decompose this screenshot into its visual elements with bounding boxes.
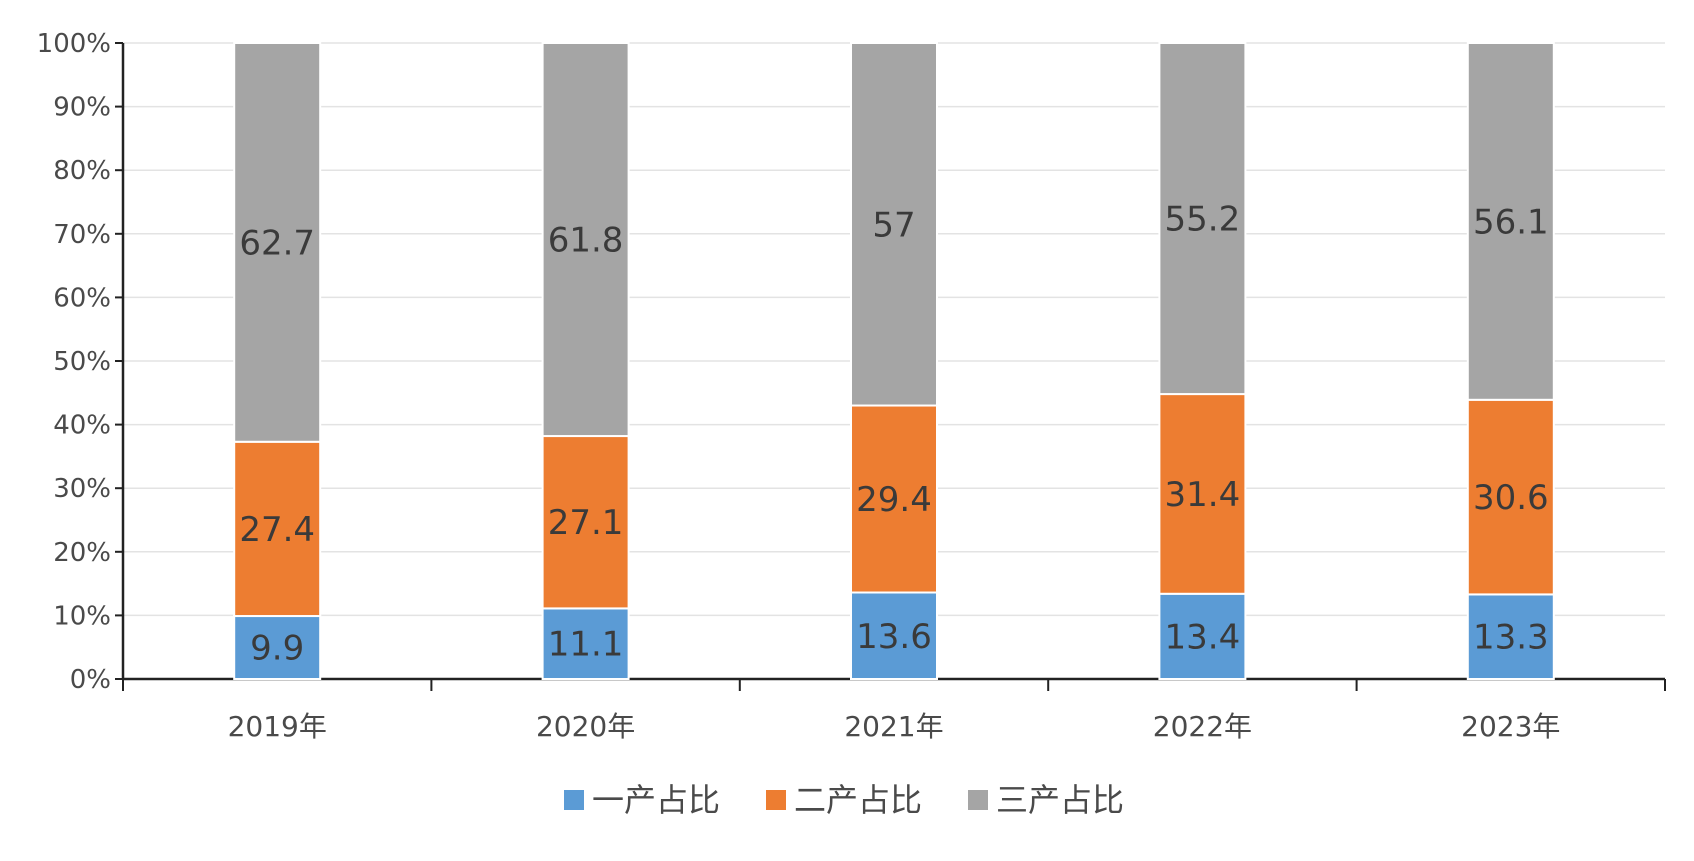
y-tick-label: 60%	[53, 283, 111, 313]
data-label: 62.7	[239, 223, 315, 263]
y-tick-label: 90%	[53, 93, 111, 123]
bar-segment	[233, 615, 322, 681]
bar-segment	[1466, 42, 1555, 401]
bar-segment	[850, 42, 938, 407]
bar-segment	[233, 440, 322, 618]
data-label: 11.1	[548, 625, 624, 665]
bar-segment	[541, 42, 630, 438]
data-label: 27.4	[239, 510, 315, 550]
x-category-label: 2019年	[228, 710, 327, 743]
data-label: 57	[872, 205, 915, 245]
data-label: 29.4	[856, 480, 932, 520]
legend-label: 二产占比	[794, 781, 922, 819]
bar-segment	[1158, 592, 1247, 680]
x-category-label: 2021年	[844, 710, 943, 743]
y-tick-label: 50%	[53, 347, 111, 377]
y-tick-label: 80%	[53, 156, 111, 186]
data-label: 9.9	[250, 629, 304, 669]
legend-swatch	[766, 790, 786, 810]
x-category-label: 2023年	[1461, 710, 1560, 743]
data-label: 31.4	[1165, 475, 1241, 515]
data-label: 56.1	[1473, 202, 1549, 242]
y-tick-label: 10%	[53, 601, 111, 631]
bar-segment	[850, 591, 938, 681]
data-label: 13.4	[1165, 617, 1241, 657]
y-tick-label: 100%	[37, 29, 111, 59]
y-tick-label: 20%	[53, 538, 111, 568]
legend-swatch	[564, 790, 584, 810]
data-label: 27.1	[548, 503, 624, 543]
y-tick-label: 0%	[70, 665, 111, 695]
data-label: 13.6	[856, 617, 932, 657]
bar-segment	[233, 42, 322, 443]
bar-segment	[850, 404, 938, 594]
data-label: 30.6	[1473, 478, 1549, 518]
y-tick-label: 70%	[53, 220, 111, 250]
bar-segment	[1466, 593, 1555, 680]
legend-label: 一产占比	[592, 781, 720, 819]
data-label: 55.2	[1165, 200, 1241, 240]
data-label: 61.8	[548, 221, 624, 261]
legend-swatch	[968, 790, 988, 810]
bar-segment	[1158, 393, 1247, 595]
y-tick-label: 40%	[53, 411, 111, 441]
x-category-label: 2020年	[536, 710, 635, 743]
bar-segment	[1466, 398, 1555, 596]
x-category-label: 2022年	[1153, 710, 1252, 743]
bar-segment	[541, 435, 630, 610]
bar-segment	[1158, 42, 1247, 396]
y-tick-label: 30%	[53, 474, 111, 504]
data-label: 13.3	[1473, 618, 1549, 658]
legend-label: 三产占比	[996, 781, 1124, 819]
